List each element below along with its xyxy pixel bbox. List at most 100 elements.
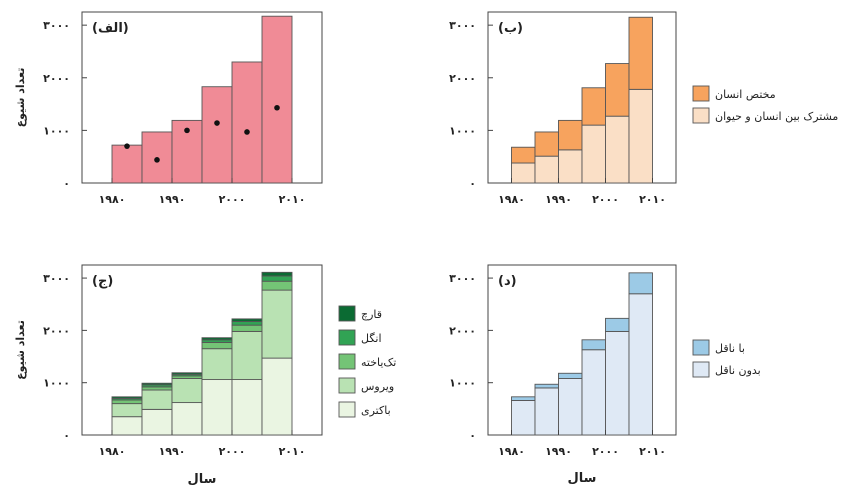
legend-swatch-c-2: [338, 353, 356, 370]
x-tick-label-c-1: ۱۹۹۰: [159, 445, 186, 458]
bar-b-5-s0: [628, 88, 653, 184]
bar-c-3-s1: [201, 348, 233, 381]
y-axis-label-a: تعداد شیوع: [14, 68, 27, 128]
legend-swatch-c-1: [338, 329, 356, 346]
legend-label-c-2: تک‌یاخته: [361, 356, 396, 369]
x-tick-label-c-3: ۲۰۱۰: [279, 445, 306, 458]
bar-c-1-s2: [141, 386, 173, 391]
bar-b-1-s1: [534, 131, 559, 157]
y-tick-label-c-1: ۱۰۰۰: [43, 377, 70, 390]
legend-c: قارچ انگل تک‌یاخته ویروس باکتری: [338, 305, 396, 418]
data-point-a-5: [274, 104, 280, 111]
chart-panel-d: ۰ ۱۰۰۰ ۲۰۰۰ ۳۰۰۰ ۱۹۸۰ ۱۹۹۰ ۲۰۰۰ ۲۰۱۰ (د) سال با نا…: [449, 264, 761, 486]
bar-c-1-s4: [141, 382, 173, 386]
bar-b-0-s0: [511, 162, 536, 184]
bar-a-0-s0: [111, 144, 143, 184]
bar-b-2-s1: [558, 119, 583, 151]
y-tick-label-a-0: ۰: [63, 177, 70, 190]
legend-d: با ناقل بدون ناقل: [692, 339, 761, 378]
x-tick-label-b-0: ۱۹۸۰: [498, 193, 525, 206]
y-tick-label-a-3: ۳۰۰۰: [43, 19, 70, 32]
legend-label-c-1: انگل: [361, 332, 382, 345]
x-axis-label-d: سال: [568, 471, 597, 486]
bar-c-4-s1: [231, 330, 263, 381]
data-point-a-0: [124, 143, 130, 149]
legend-label-c-4: باکتری: [361, 404, 391, 417]
bar-c-3-s0: [201, 379, 233, 436]
bar-d-5-s1: [628, 272, 653, 295]
panel-label-a: (الف): [92, 21, 129, 36]
y-tick-label-d-1: ۱۰۰۰: [449, 377, 476, 390]
legend-swatch-d-1: [692, 361, 710, 378]
bar-b-4-s0: [605, 115, 630, 184]
x-tick-label-d-1: ۱۹۹۰: [545, 445, 572, 458]
legend-swatch-c-3: [338, 377, 356, 394]
x-tick-label-a-1: ۱۹۹۰: [159, 193, 186, 206]
y-tick-label-a-2: ۲۰۰۰: [43, 72, 70, 85]
chart-panel-c: ۰ ۱۰۰۰ ۲۰۰۰ ۳۰۰۰ ۱۹۸۰ ۱۹۹۰ ۲۰۰۰ ۲۰۱۰ (ج) تعداد شی…: [14, 264, 396, 487]
y-tick-label-b-0: ۰: [469, 177, 476, 190]
legend-swatch-c-0: [338, 305, 356, 322]
bar-a-1-s0: [141, 131, 173, 184]
x-tick-label-a-2: ۲۰۰۰: [219, 193, 246, 206]
y-tick-label-a-1: ۱۰۰۰: [43, 124, 70, 137]
y-tick-label-d-3: ۳۰۰۰: [449, 272, 476, 285]
bar-c-5-s2: [261, 280, 293, 291]
bar-d-4-s0: [605, 330, 630, 436]
bar-b-0-s1: [511, 146, 536, 164]
bar-b-5-s1: [628, 16, 653, 90]
y-tick-label-c-0: ۰: [63, 429, 70, 442]
y-tick-label-b-2: ۲۰۰۰: [449, 72, 476, 85]
bar-c-4-s0: [231, 379, 263, 436]
bar-c-1-s0: [141, 408, 173, 436]
x-axis-label-c: سال: [188, 472, 217, 487]
bar-c-0-s2: [111, 399, 143, 405]
y-axis-label-c: تعداد شیوع: [14, 320, 27, 380]
bar-c-0-s1: [111, 403, 143, 418]
legend-label-d-0: با ناقل: [715, 342, 745, 355]
x-tick-label-d-3: ۲۰۱۰: [639, 445, 666, 458]
legend-swatch-c-4: [338, 401, 356, 418]
bar-a-5-s0: [261, 15, 293, 184]
bar-b-4-s1: [605, 63, 630, 117]
bar-c-5-s1: [261, 289, 293, 359]
bar-c-4-s3: [231, 321, 263, 326]
x-tick-label-c-0: ۱۹۸۰: [99, 445, 126, 458]
bar-c-5-s4: [261, 271, 293, 277]
legend-label-b-1: مشترک بین انسان و حیوان: [715, 110, 838, 123]
y-tick-label-c-3: ۳۰۰۰: [43, 272, 70, 285]
bar-c-3-s4: [201, 337, 233, 341]
legend-swatch-d-0: [692, 339, 710, 356]
bar-d-3-s1: [581, 339, 606, 351]
y-tick-label-d-2: ۲۰۰۰: [449, 324, 476, 337]
x-tick-label-a-0: ۱۹۸۰: [99, 193, 126, 206]
bar-b-2-s0: [558, 149, 583, 184]
bar-c-0-s4: [111, 396, 143, 399]
legend-label-c-3: ویروس: [361, 380, 394, 393]
bar-c-4-s2: [231, 324, 263, 332]
x-tick-label-c-2: ۲۰۰۰: [219, 445, 246, 458]
bar-c-5-s3: [261, 275, 293, 282]
y-tick-label-b-1: ۱۰۰۰: [449, 124, 476, 137]
data-point-a-1: [154, 157, 160, 163]
chart-panel-b: ۰ ۱۰۰۰ ۲۰۰۰ ۳۰۰۰ ۱۹۸۰ ۱۹۹۰ ۲۰۰۰ ۲۰۱۰ (ب) مختص انس…: [449, 11, 838, 206]
x-tick-label-b-1: ۱۹۹۰: [545, 193, 572, 206]
bar-d-1-s1: [534, 383, 559, 389]
legend-label-d-1: بدون ناقل: [715, 364, 761, 377]
bar-a-3-s0: [201, 86, 233, 184]
bar-c-1-s1: [141, 389, 173, 410]
bar-a-4-s0: [231, 61, 263, 184]
bar-b-3-s1: [581, 87, 606, 126]
bar-c-4-s4: [231, 318, 263, 322]
x-tick-label-d-2: ۲۰۰۰: [592, 445, 619, 458]
legend-b: مختص انسان مشترک بین انسان و حیوان: [692, 85, 838, 124]
bar-c-2-s1: [171, 378, 203, 404]
bar-b-1-s0: [534, 155, 559, 184]
bar-c-2-s0: [171, 402, 203, 436]
bar-d-0-s1: [511, 396, 536, 401]
panel-label-b: (ب): [498, 21, 523, 36]
legend-swatch-b-0: [692, 85, 710, 102]
bar-b-3-s0: [581, 124, 606, 184]
bar-c-0-s0: [111, 416, 143, 436]
bar-d-2-s0: [558, 378, 583, 436]
